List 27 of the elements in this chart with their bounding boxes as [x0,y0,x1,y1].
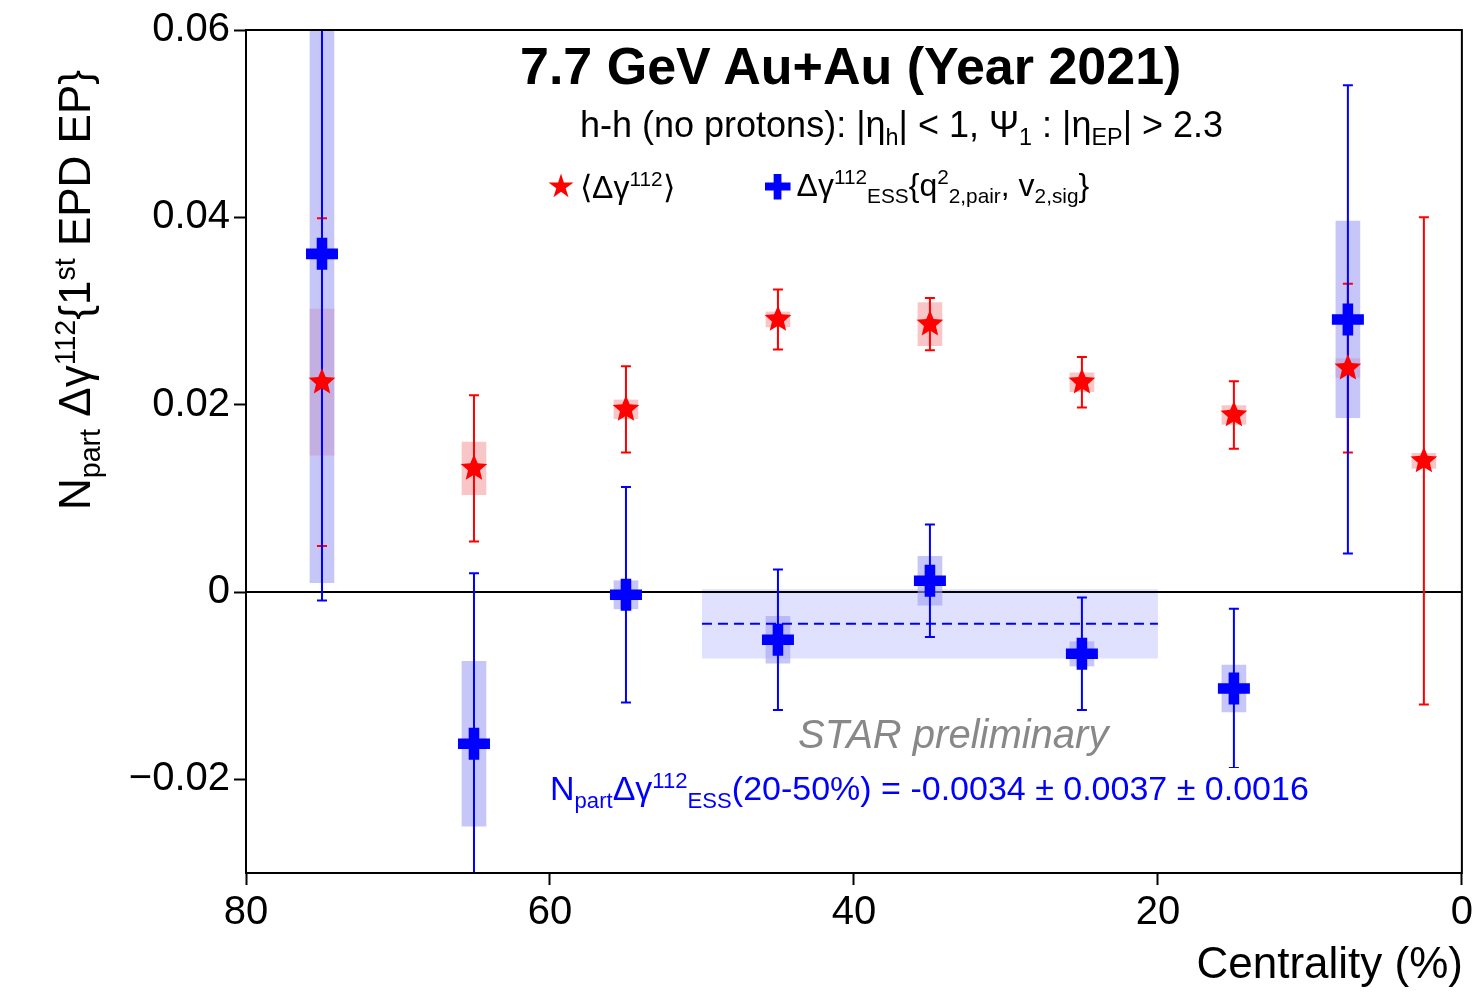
annotation: N$_{part}$Δγ$^{112}$$_{ESS}$(20-50%) = -0.0034 ± 0.0037 ± 0.0016 [550,768,1309,815]
point [1410,446,1438,473]
x-tick-label: 20 [1135,888,1181,933]
point [1220,400,1248,427]
legend-label: ⟨Δγ$^{112}$⟩ [580,167,675,206]
chart-title: 7.7 GeV Au+Au (Year 2021) [520,36,1182,96]
y-tick-label: 0.06 [152,5,230,50]
point [913,564,946,597]
y-tick-label: 0.02 [152,379,230,424]
text: Δγ$^{112}$$_{ESS}${q$^{2}$$_{2,pair}$, v$_{2,sig}$} [796,165,1090,208]
x-axis-title: Centrality (%) [1196,938,1463,988]
x-tick-label: 60 [527,888,573,933]
y-tick-label: −0.02 [128,754,230,799]
point [1217,672,1250,705]
x-tick-label: 40 [831,888,877,933]
point [460,454,488,480]
point [761,623,794,656]
y-tick-label: 0 [207,567,230,612]
x-tick-label: 80 [223,888,269,933]
point [764,305,792,331]
point [916,310,944,336]
point [457,727,490,760]
y-tick-label: 0.04 [152,192,230,237]
x-tick-label: 0 [1450,888,1473,933]
point [1331,303,1364,336]
annotation: STAR preliminary [798,712,1109,757]
text: h-h (no protons): |η$_{h}$| < 1, Ψ$_{1}$ : |η$_{EP}$| > 2.3 [580,104,1224,152]
